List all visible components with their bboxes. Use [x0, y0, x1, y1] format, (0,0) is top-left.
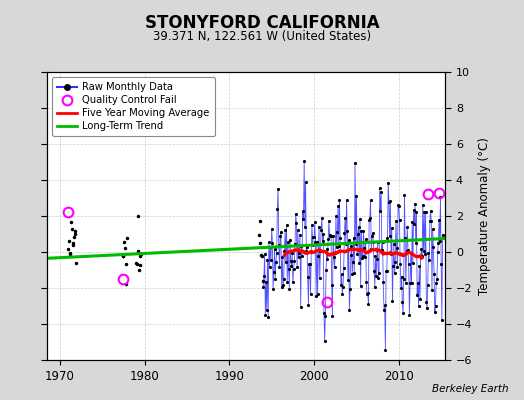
- Text: STONYFORD CALIFORNIA: STONYFORD CALIFORNIA: [145, 14, 379, 32]
- Text: Berkeley Earth: Berkeley Earth: [432, 384, 508, 394]
- Text: 39.371 N, 122.561 W (United States): 39.371 N, 122.561 W (United States): [153, 30, 371, 43]
- Legend: Raw Monthly Data, Quality Control Fail, Five Year Moving Average, Long-Term Tren: Raw Monthly Data, Quality Control Fail, …: [52, 77, 214, 136]
- Y-axis label: Temperature Anomaly (°C): Temperature Anomaly (°C): [478, 137, 491, 295]
